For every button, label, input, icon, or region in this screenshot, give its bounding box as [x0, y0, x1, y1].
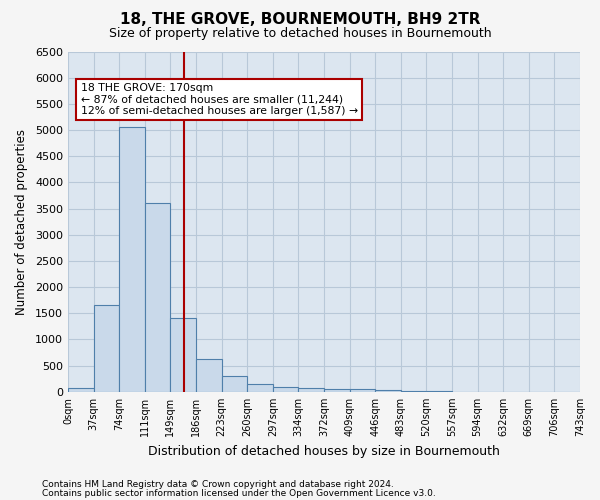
- Text: Contains HM Land Registry data © Crown copyright and database right 2024.: Contains HM Land Registry data © Crown c…: [42, 480, 394, 489]
- Bar: [350, 388, 375, 392]
- Text: 18, THE GROVE, BOURNEMOUTH, BH9 2TR: 18, THE GROVE, BOURNEMOUTH, BH9 2TR: [120, 12, 480, 28]
- X-axis label: Distribution of detached houses by size in Bournemouth: Distribution of detached houses by size …: [148, 444, 500, 458]
- Bar: [119, 127, 145, 392]
- Bar: [221, 376, 247, 392]
- Bar: [401, 391, 427, 392]
- Bar: [324, 389, 350, 392]
- Bar: [170, 318, 196, 392]
- Y-axis label: Number of detached properties: Number of detached properties: [15, 128, 28, 314]
- Bar: [68, 388, 94, 392]
- Bar: [298, 388, 324, 392]
- Bar: [196, 360, 221, 392]
- Bar: [273, 386, 298, 392]
- Bar: [247, 384, 273, 392]
- Text: 18 THE GROVE: 170sqm
← 87% of detached houses are smaller (11,244)
12% of semi-d: 18 THE GROVE: 170sqm ← 87% of detached h…: [81, 83, 358, 116]
- Bar: [145, 204, 170, 392]
- Text: Contains public sector information licensed under the Open Government Licence v3: Contains public sector information licen…: [42, 488, 436, 498]
- Bar: [94, 306, 119, 392]
- Bar: [375, 390, 401, 392]
- Text: Size of property relative to detached houses in Bournemouth: Size of property relative to detached ho…: [109, 28, 491, 40]
